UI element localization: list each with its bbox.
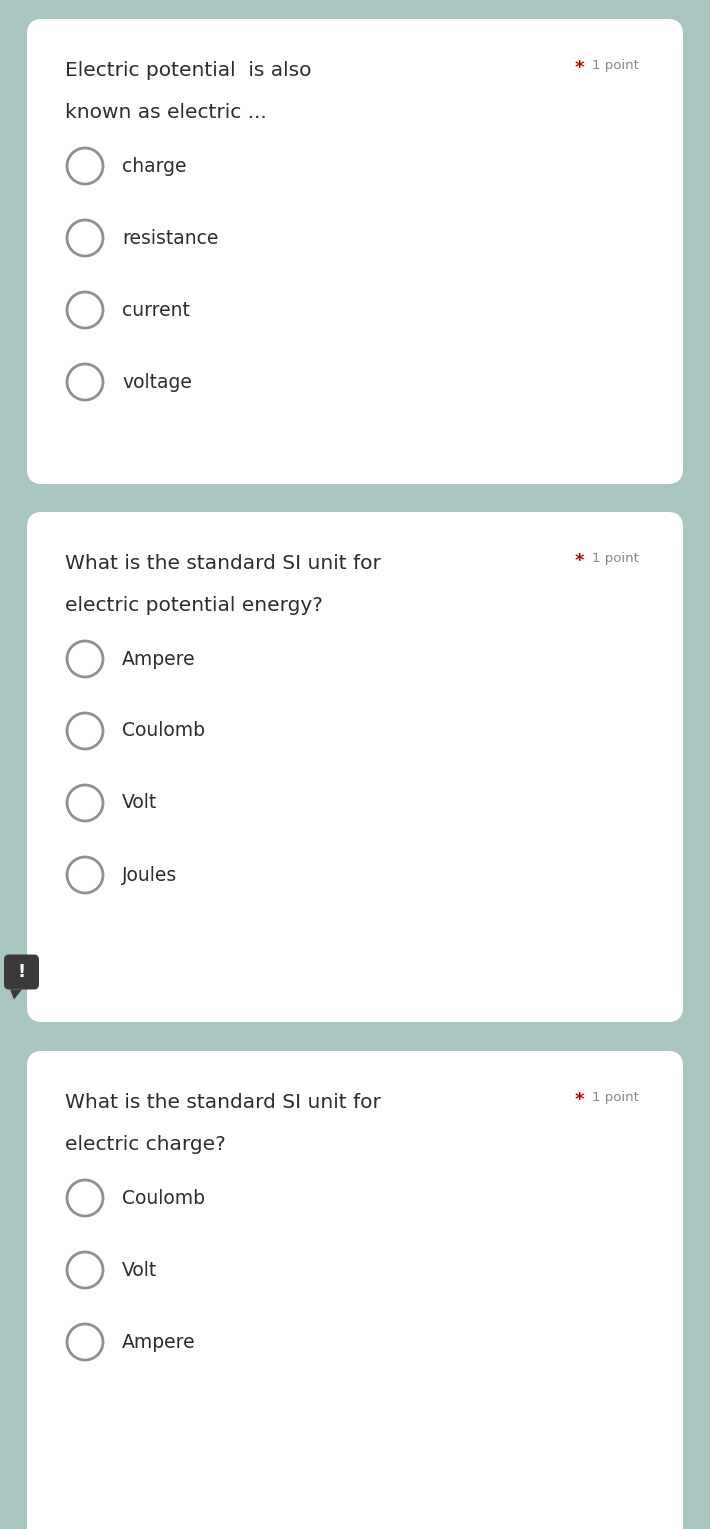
Text: resistance: resistance	[122, 228, 219, 248]
Text: charge: charge	[122, 156, 187, 176]
Text: *: *	[575, 1092, 584, 1109]
Text: Volt: Volt	[122, 794, 157, 812]
Text: Volt: Volt	[122, 1260, 157, 1280]
Polygon shape	[10, 989, 22, 1000]
Text: known as electric ...: known as electric ...	[65, 102, 267, 122]
Text: electric charge?: electric charge?	[65, 1135, 226, 1154]
FancyBboxPatch shape	[4, 954, 39, 989]
Text: Joules: Joules	[122, 865, 178, 884]
Text: 1 point: 1 point	[593, 552, 640, 566]
Text: *: *	[575, 60, 584, 76]
Text: current: current	[122, 301, 190, 320]
FancyBboxPatch shape	[27, 18, 683, 485]
Text: 1 point: 1 point	[593, 1092, 640, 1104]
Text: voltage: voltage	[122, 373, 192, 391]
Text: Ampere: Ampere	[122, 1332, 196, 1352]
Text: Electric potential  is also: Electric potential is also	[65, 61, 312, 80]
Text: !: !	[18, 963, 26, 982]
Text: 1 point: 1 point	[593, 60, 640, 72]
FancyBboxPatch shape	[27, 1050, 683, 1529]
Text: *: *	[575, 552, 584, 570]
Text: Coulomb: Coulomb	[122, 722, 205, 740]
Text: Coulomb: Coulomb	[122, 1188, 205, 1208]
FancyBboxPatch shape	[27, 512, 683, 1021]
Text: What is the standard SI unit for: What is the standard SI unit for	[65, 1093, 381, 1112]
Text: What is the standard SI unit for: What is the standard SI unit for	[65, 553, 381, 573]
Text: electric potential energy?: electric potential energy?	[65, 596, 323, 615]
Text: Ampere: Ampere	[122, 650, 196, 668]
